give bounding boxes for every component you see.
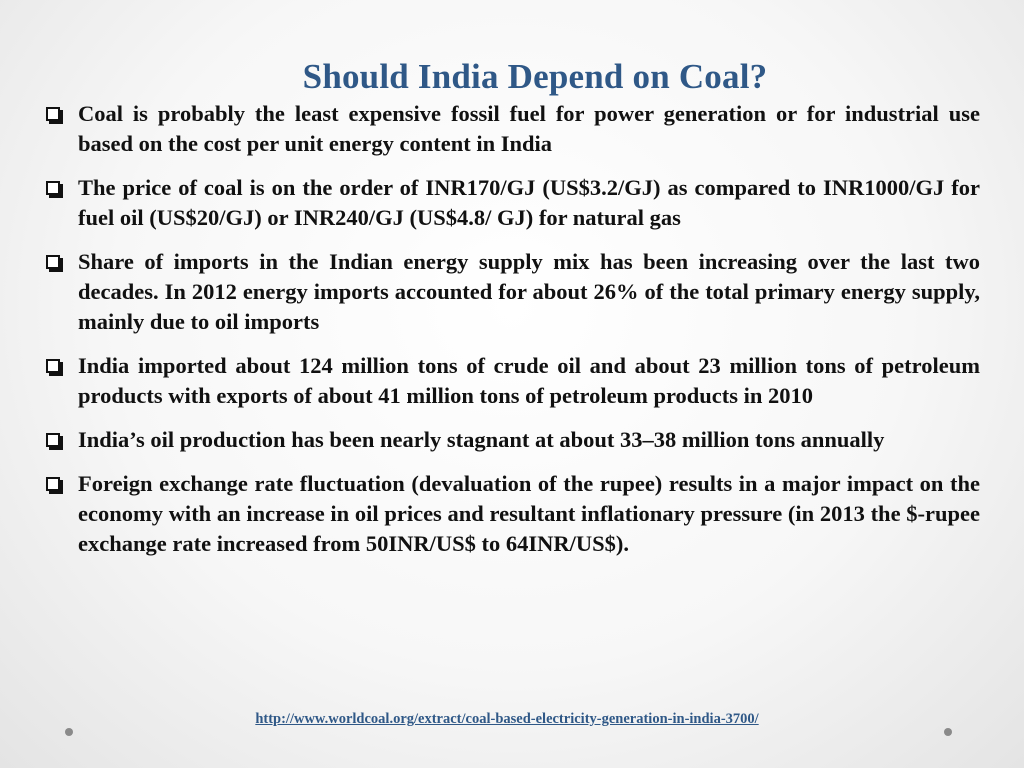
bullet-text: Foreign exchange rate fluctuation (deval… xyxy=(78,471,980,556)
bullet-list: Coal is probably the least expensive fos… xyxy=(46,99,980,573)
dot-icon xyxy=(65,728,73,736)
bullet-item: Foreign exchange rate fluctuation (deval… xyxy=(46,469,980,559)
bullet-item: The price of coal is on the order of INR… xyxy=(46,173,980,233)
bullet-item: India’s oil production has been nearly s… xyxy=(46,425,980,455)
bullet-text: Share of imports in the Indian energy su… xyxy=(78,249,980,334)
bullet-text: The price of coal is on the order of INR… xyxy=(78,175,980,230)
slide-title: Should India Depend on Coal? xyxy=(302,57,768,97)
checkbox-bullet-icon xyxy=(46,433,60,447)
checkbox-bullet-icon xyxy=(46,359,60,373)
checkbox-bullet-icon xyxy=(46,477,60,491)
bullet-item: Share of imports in the Indian energy su… xyxy=(46,247,980,337)
bullet-item: India imported about 124 million tons of… xyxy=(46,351,980,411)
source-link[interactable]: http://www.worldcoal.org/extract/coal-ba… xyxy=(255,711,759,727)
bullet-text: India’s oil production has been nearly s… xyxy=(78,427,885,452)
bullet-text: India imported about 124 million tons of… xyxy=(78,353,980,408)
checkbox-bullet-icon xyxy=(46,181,60,195)
bullet-item: Coal is probably the least expensive fos… xyxy=(46,99,980,159)
dot-icon xyxy=(944,728,952,736)
checkbox-bullet-icon xyxy=(46,255,60,269)
checkbox-bullet-icon xyxy=(46,107,60,121)
bullet-text: Coal is probably the least expensive fos… xyxy=(78,101,980,156)
